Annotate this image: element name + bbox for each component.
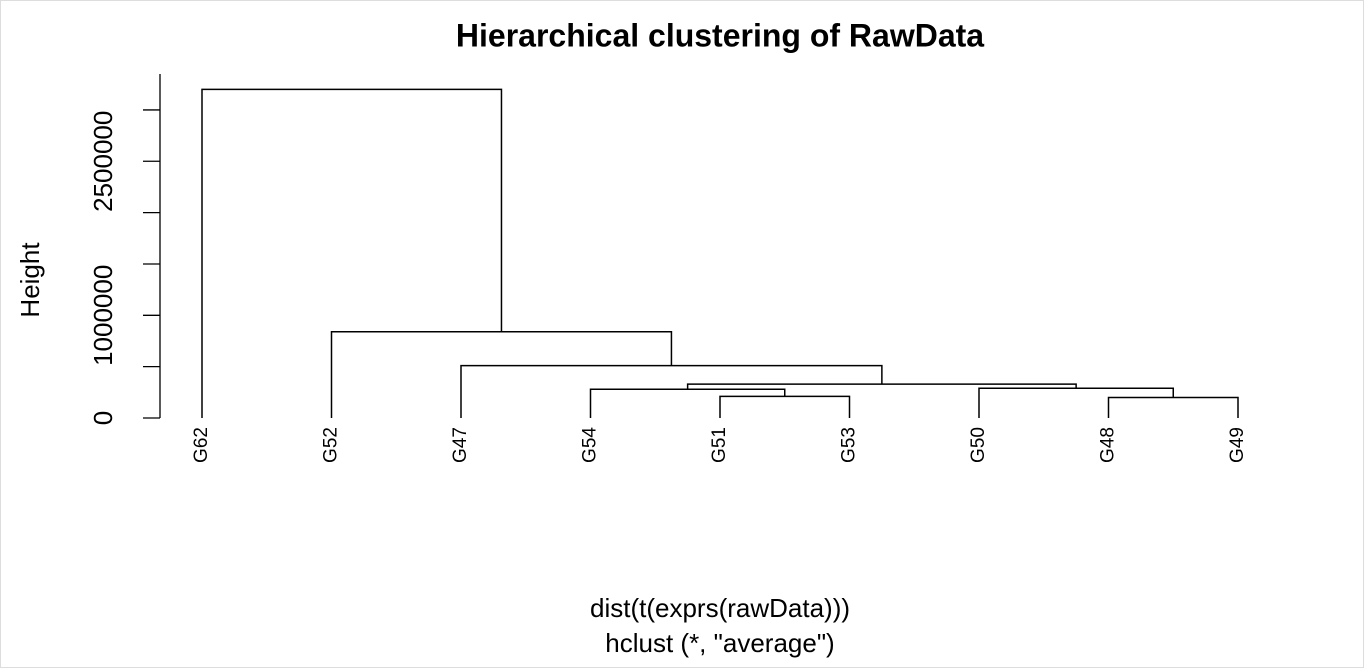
y-tick-label: 1000000 (88, 265, 118, 366)
leaf-label: G48 (1098, 427, 1119, 463)
leaf-label: G49 (1227, 427, 1248, 463)
dendrogram-link (978, 387, 1174, 418)
y-axis-title: Height (15, 242, 45, 318)
x-axis-title: dist(t(exprs(rawData))) (590, 593, 850, 623)
leaf-label: G53 (839, 427, 860, 463)
leaf-label: G54 (580, 427, 601, 463)
dendrogram-link (719, 395, 851, 418)
dendrogram-link (460, 364, 883, 418)
y-tick-label: 2500000 (88, 111, 118, 212)
dendrogram-link (201, 88, 503, 418)
dendrogram-link (589, 388, 786, 418)
leaf-label: G51 (709, 427, 730, 463)
dendrogram-link (1107, 396, 1239, 418)
leaf-label: G52 (321, 427, 342, 463)
subtitle: hclust (*, "average") (605, 628, 834, 658)
leaf-label: G47 (450, 427, 471, 463)
y-tick-label: 0 (88, 411, 118, 425)
leaf-label: G62 (191, 427, 212, 463)
leaf-label: G50 (968, 427, 989, 463)
chart-title: Hierarchical clustering of RawData (456, 17, 984, 53)
